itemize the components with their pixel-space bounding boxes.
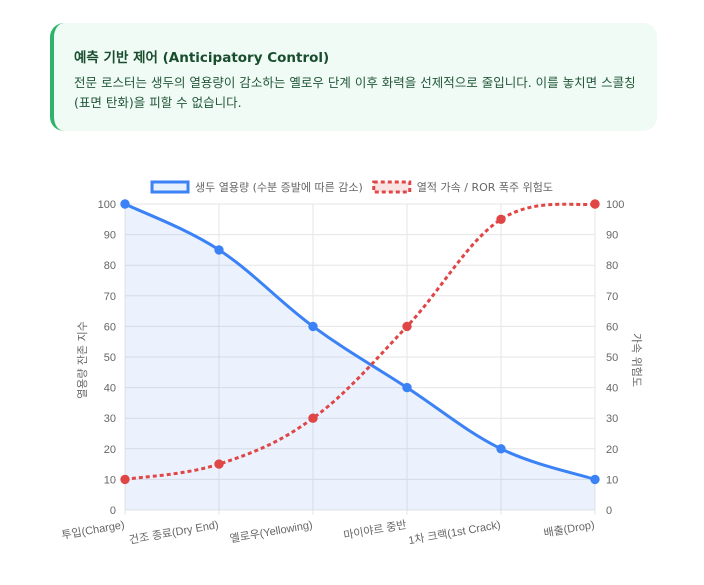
data-point [308,321,318,332]
callout-title: 예측 기반 제어 (Anticipatory Control) [74,50,330,66]
data-point [120,474,130,485]
y-tick-label: 30 [104,413,116,425]
data-point [214,245,224,255]
legend-label-1: 열적 가속 / ROR 폭주 위험도 [417,181,553,194]
y-tick-label: 100 [98,199,116,211]
y-tick-label: 60 [104,321,116,333]
y-tick-label: 40 [104,383,116,395]
y-tick-label: 70 [104,291,116,303]
y2-tick-label: 30 [606,413,618,425]
y2-tick-label: 60 [606,321,618,333]
x-tick-label: 건조 종료(Dry End) [128,518,219,547]
y-tick-label: 20 [104,444,116,456]
legend-label-0: 생두 열용량 (수분 증발에 따른 감소) [195,181,363,194]
series-layer [120,199,600,510]
x-tick-label: 옐로우(Yellowing) [229,518,314,545]
x-tick-label: 배출(Drop) [543,518,596,540]
data-point [308,413,318,423]
y2-tick-label: 0 [606,505,612,517]
data-point [402,321,412,332]
data-point [214,459,224,469]
y2-tick-label: 100 [606,199,624,211]
y-tick-label: 90 [104,230,116,242]
y2-tick-label: 40 [606,383,618,395]
data-point [120,199,130,209]
series-area-0 [125,204,595,510]
data-point [590,474,600,485]
y2-tick-label: 50 [606,352,618,364]
data-point [496,444,506,454]
y2-tick-label: 20 [606,444,618,456]
callout-body: 전문 로스터는 생두의 열용량이 감소하는 옐로우 단계 이후 화력을 선제적으… [74,75,636,110]
data-point [496,214,506,224]
line-chart: 생두 열용량 (수분 증발에 따른 감소) 열적 가속 / ROR 폭주 위험도 … [61,180,643,547]
y2-tick-label: 90 [606,230,618,242]
legend-swatch-1 [372,180,412,194]
data-point [402,382,412,393]
y2-tick-label: 10 [606,474,618,486]
info-callout: 예측 기반 제어 (Anticipatory Control) 전문 로스터는 … [50,23,657,131]
y-tick-label: 10 [104,474,116,486]
y2-tick-label: 80 [606,260,618,272]
y-tick-label: 50 [104,352,116,364]
y2-axis-title: 가속 위험도 [630,333,643,387]
y2-tick-label: 70 [606,291,618,303]
x-tick-label: 1차 크랙(1st Crack) [407,518,501,547]
x-tick-label: 투입(Charge) [61,518,126,542]
y-tick-label: 0 [110,505,116,517]
legend-swatch-0 [150,180,190,194]
series-line-1 [124,202,596,481]
y-tick-label: 80 [104,260,116,272]
legend: 생두 열용량 (수분 증발에 따른 감소) 열적 가속 / ROR 폭주 위험도 [150,180,553,194]
x-tick-label: 마이야르 중반 [342,518,407,542]
y-axis-title: 열용량 잔존 지수 [76,321,89,399]
data-point [590,199,600,209]
